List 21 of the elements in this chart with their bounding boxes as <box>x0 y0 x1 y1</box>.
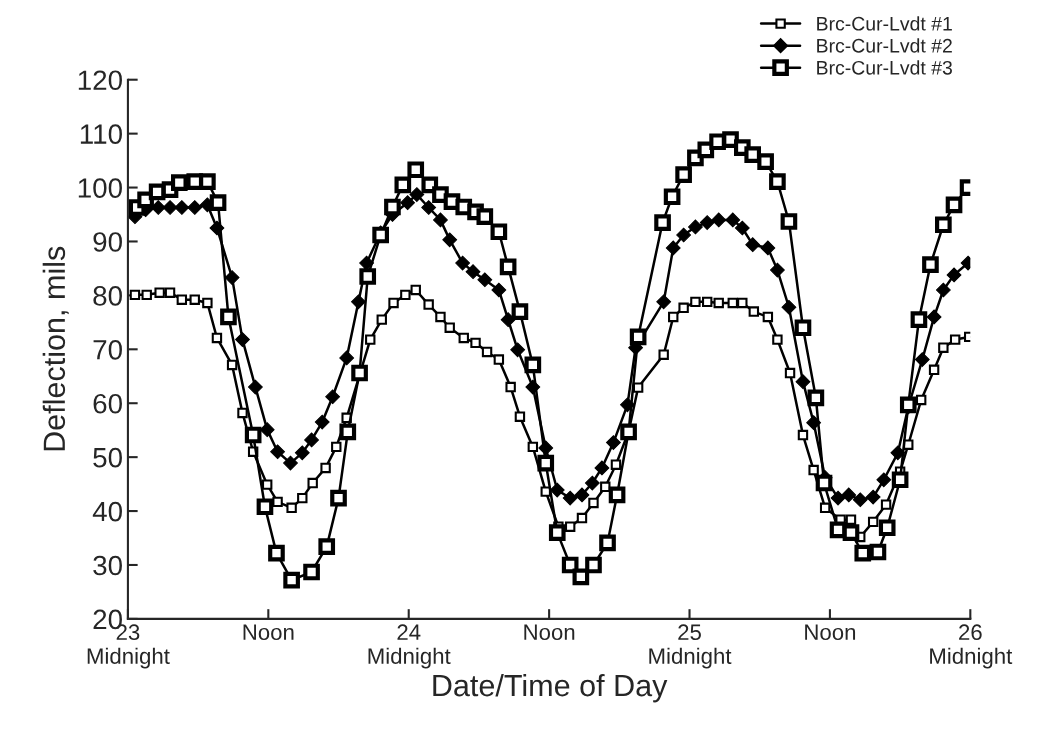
y-tick-label: 40 <box>92 501 122 522</box>
y-tick-label: 100 <box>78 178 122 198</box>
x-tick-label: 25 Midnight <box>649 624 732 669</box>
y-axis-title: Deflection, mils <box>42 246 69 451</box>
y-tick-label: 80 <box>93 286 122 306</box>
x-tick-label: 24 Midnight <box>368 624 451 669</box>
legend-label: Brc-Cur-Lvdt #1 <box>817 16 952 31</box>
y-tick-label: 50 <box>93 447 122 468</box>
y-tick-label: 60 <box>93 393 122 414</box>
y-tick-label: 90 <box>93 232 122 252</box>
y-tick-label: 120 <box>78 70 122 91</box>
x-axis-title: Date/Time of Day <box>433 673 668 703</box>
x-tick-label: 26 Midnight <box>930 624 1013 669</box>
x-tick-label: Noon <box>243 624 294 641</box>
legend-label: Brc-Cur-Lvdt #2 <box>817 38 952 53</box>
x-tick-label: Noon <box>805 624 856 641</box>
y-tick-label: 70 <box>93 339 122 360</box>
x-tick-label: Noon <box>524 624 575 641</box>
y-tick-label: 30 <box>93 555 122 576</box>
legend-label: Brc-Cur-Lvdt #3 <box>817 60 952 75</box>
y-tick-label: 110 <box>80 124 122 144</box>
